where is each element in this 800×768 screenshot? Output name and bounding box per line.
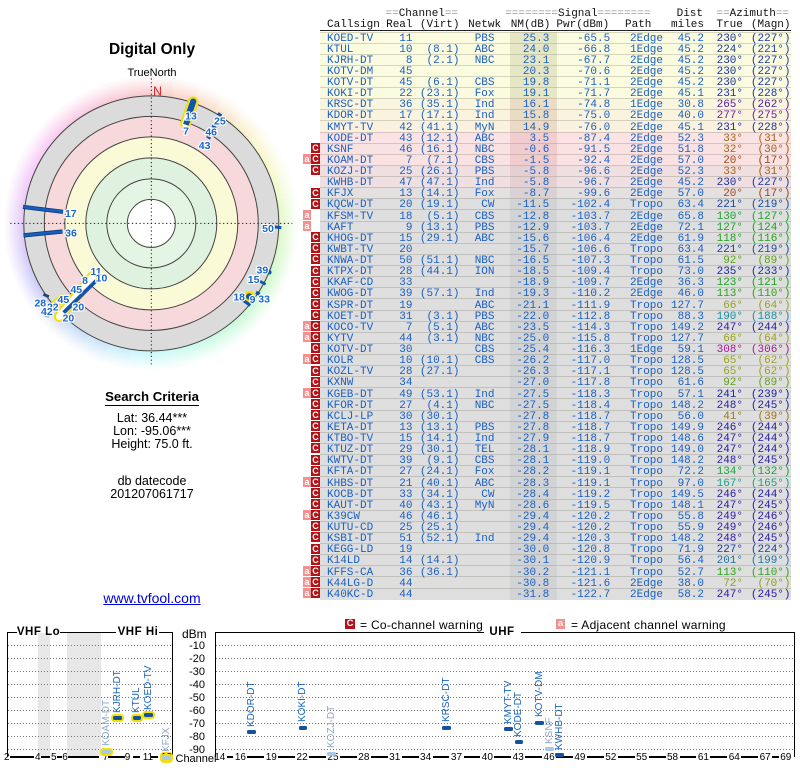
svg-text:18: 18 [233,291,245,303]
svg-text:13: 13 [185,111,197,123]
svg-text:36: 36 [65,227,77,239]
svg-text:50: 50 [262,223,274,235]
svg-text:39: 39 [257,265,269,277]
svg-text:9: 9 [250,294,256,306]
svg-text:43: 43 [199,140,211,152]
svg-text:8: 8 [82,275,88,287]
svg-text:22: 22 [47,302,59,314]
svg-text:46: 46 [205,127,217,139]
svg-text:7: 7 [183,125,189,137]
svg-text:15: 15 [248,274,260,286]
svg-text:25: 25 [214,116,226,128]
svg-text:33: 33 [258,293,270,305]
svg-text:20: 20 [73,302,85,314]
svg-text:45: 45 [70,284,82,296]
svg-text:11: 11 [90,266,101,278]
svg-text:42: 42 [41,306,53,318]
svg-text:N: N [153,85,162,99]
svg-text:10: 10 [96,273,108,285]
svg-text:20: 20 [63,312,75,324]
svg-text:28: 28 [34,297,46,309]
svg-text:45: 45 [58,294,70,306]
svg-text:17: 17 [65,208,77,220]
